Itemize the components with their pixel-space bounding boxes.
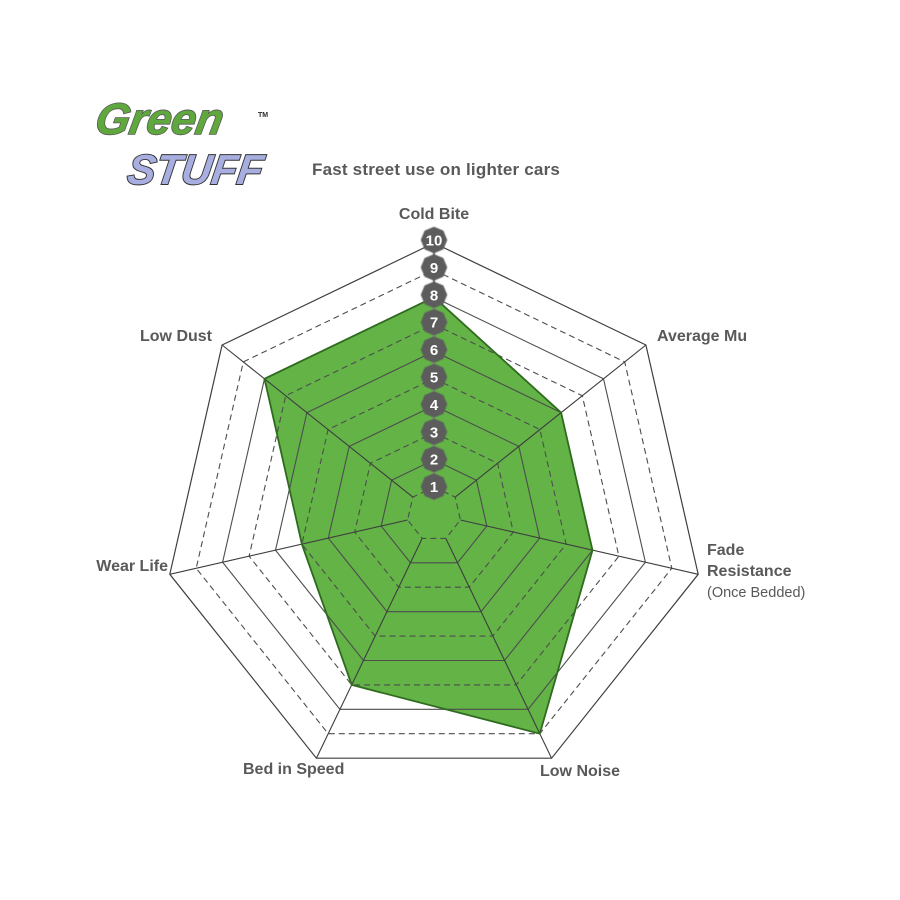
svg-text:9: 9 [430,260,438,277]
svg-text:2: 2 [430,452,438,469]
svg-text:8: 8 [430,287,438,304]
svg-text:6: 6 [430,342,438,359]
svg-text:1: 1 [430,479,438,496]
svg-text:3: 3 [430,424,438,441]
svg-text:10: 10 [426,233,443,250]
svg-text:5: 5 [430,370,438,387]
svg-text:7: 7 [430,315,438,332]
svg-text:4: 4 [430,397,439,414]
